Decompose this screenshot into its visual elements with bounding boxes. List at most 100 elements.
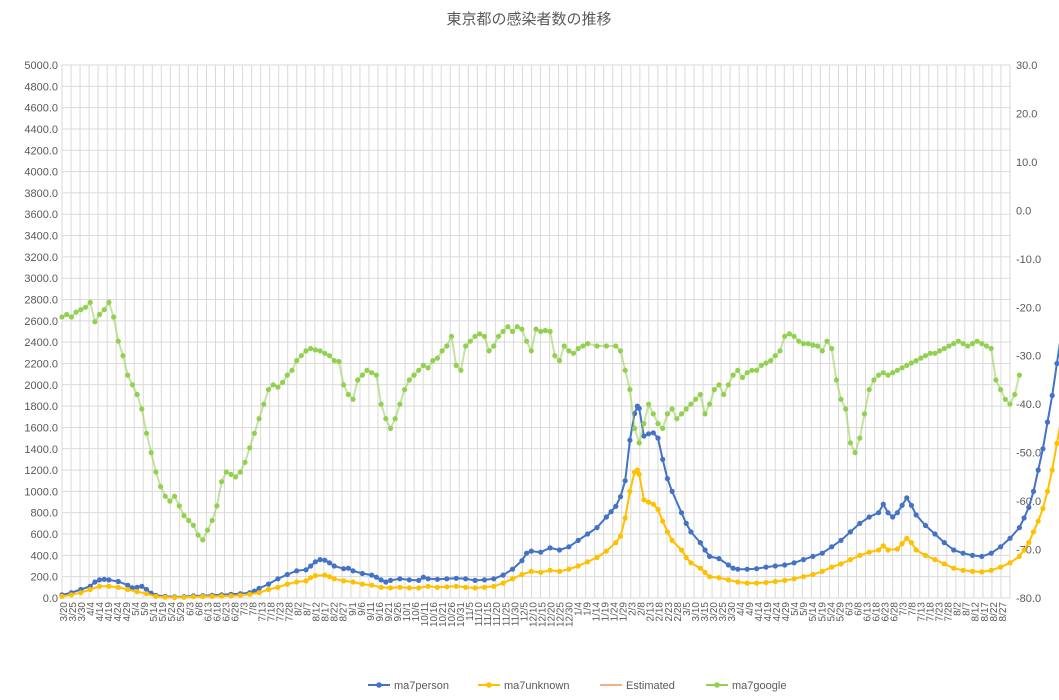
data-point-ma7unknown (106, 583, 112, 589)
x-tick-label: 8/17 (321, 602, 332, 622)
data-point-ma7google (495, 333, 502, 339)
data-point-ma7unknown (528, 568, 534, 575)
x-tick-label: 12/20 (546, 602, 557, 627)
data-point-ma7unknown (847, 557, 854, 563)
data-point-ma7google (326, 353, 333, 359)
data-point-ma7person (913, 512, 919, 518)
data-point-ma7google (965, 343, 971, 349)
data-point-ma7google (800, 341, 807, 347)
data-point-ma7unknown (819, 568, 825, 575)
x-tick-label: 8/17 (980, 602, 991, 622)
left-tick-label: 4800.0 (24, 81, 58, 93)
x-tick-label: 1/9 (583, 602, 594, 616)
data-point-ma7unknown (275, 584, 281, 590)
data-point-ma7google (955, 338, 962, 344)
data-point-ma7google (486, 348, 492, 354)
data-point-ma7person (683, 520, 689, 527)
x-tick-label: 12/10 (528, 602, 539, 627)
data-point-ma7person (622, 478, 628, 484)
data-point-ma7google (387, 425, 394, 431)
data-point-ma7unknown (908, 540, 915, 546)
x-tick-label: 3/15 (700, 602, 711, 622)
data-point-ma7google (82, 304, 89, 310)
data-point-ma7google (209, 517, 215, 524)
data-point-ma7google (378, 401, 384, 407)
legend-item-Estimated: Estimated (600, 680, 675, 692)
data-point-ma7unknown (359, 581, 365, 587)
data-point-ma7unknown (500, 580, 506, 586)
legend-label: ma7person (394, 680, 449, 692)
data-point-ma7unknown (697, 565, 703, 571)
x-tick-label: 11/30 (510, 602, 521, 627)
data-point-ma7unknown (350, 579, 356, 585)
data-point-ma7unknown (1021, 547, 1027, 553)
data-point-ma7unknown (636, 471, 642, 477)
data-point-ma7person (566, 544, 572, 550)
data-point-ma7google (988, 345, 994, 352)
data-point-ma7google (613, 343, 619, 349)
data-point-ma7person (664, 476, 671, 482)
data-point-ma7google (570, 350, 577, 356)
x-tick-label: 7/28 (944, 602, 955, 622)
data-point-ma7unknown (725, 577, 732, 583)
data-point-ma7google (477, 331, 483, 337)
x-tick-label: 4/29 (781, 602, 792, 622)
right-tick-label: 20.0 (1016, 108, 1037, 120)
data-point-ma7google (805, 341, 811, 347)
data-point-ma7google (416, 367, 422, 373)
data-point-ma7google (120, 353, 126, 359)
x-tick-label: 10/6 (411, 602, 422, 622)
data-point-ma7google (402, 387, 408, 393)
data-point-ma7google (772, 353, 778, 359)
data-point-ma7google (284, 372, 290, 378)
x-tick-label: 7/3 (239, 602, 250, 616)
right-tick-label: 0.0 (1016, 205, 1031, 217)
data-point-ma7person (538, 549, 544, 555)
data-point-ma7unknown (866, 549, 872, 555)
data-point-ma7person (96, 577, 103, 583)
series-ma7google (59, 299, 1023, 543)
data-point-ma7person (819, 550, 825, 556)
x-tick-label: 9/6 (357, 602, 368, 616)
data-point-ma7unknown (308, 575, 314, 581)
data-point-ma7google (861, 411, 868, 417)
x-tick-label: 10/16 (429, 602, 440, 627)
data-point-ma7person (810, 553, 816, 560)
data-point-ma7google (683, 406, 689, 412)
data-point-ma7google (941, 345, 947, 352)
data-point-ma7person (585, 531, 591, 537)
data-point-ma7google (622, 367, 628, 373)
x-tick-label: 2/13 (646, 602, 657, 622)
data-point-ma7unknown (78, 590, 84, 596)
data-point-ma7unknown (894, 546, 901, 552)
data-point-ma7unknown (1035, 518, 1041, 524)
data-point-ma7person (519, 558, 525, 564)
data-point-ma7unknown (716, 575, 722, 581)
x-tick-label: 7/3 (899, 602, 910, 616)
data-point-ma7unknown (87, 586, 93, 593)
data-point-ma7person (491, 576, 497, 582)
data-point-ma7unknown (641, 497, 647, 503)
data-point-ma7google (167, 498, 173, 504)
data-point-ma7person (641, 433, 647, 439)
data-point-ma7person (988, 550, 994, 556)
data-point-ma7google (857, 435, 863, 441)
data-point-ma7person (697, 540, 703, 546)
data-point-ma7person (707, 553, 713, 560)
data-point-ma7google (791, 333, 797, 339)
data-point-ma7google (1012, 391, 1018, 398)
x-tick-label: 8/2 (294, 602, 305, 616)
data-point-ma7unknown (247, 591, 253, 597)
data-point-ma7person (660, 456, 666, 462)
x-tick-label: 4/14 (754, 602, 765, 622)
x-tick-label: 4/4 (86, 602, 97, 616)
x-tick-label: 5/24 (826, 602, 837, 622)
data-point-ma7unknown (294, 579, 300, 585)
data-point-ma7unknown (899, 541, 905, 547)
data-point-ma7unknown (810, 571, 816, 578)
data-point-ma7google (969, 341, 976, 347)
data-point-ma7google (641, 421, 647, 427)
data-point-ma7unknown (979, 569, 985, 575)
data-point-ma7unknown (556, 568, 563, 575)
